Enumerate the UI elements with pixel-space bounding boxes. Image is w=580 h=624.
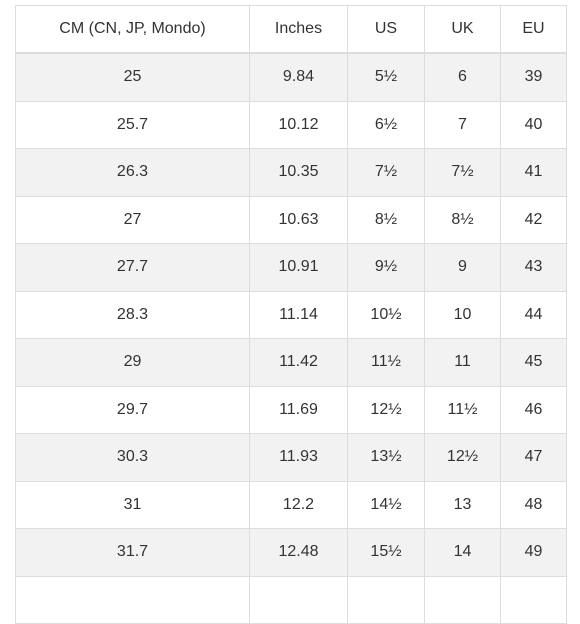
cell-us: 8½ [347, 195, 425, 244]
header-cm: CM (CN, JP, Mondo) [15, 5, 250, 54]
cell-uk: 11½ [424, 385, 501, 434]
cell-eu: 39 [500, 52, 567, 102]
header-inches: Inches [249, 5, 348, 54]
cell-us: 7½ [347, 148, 425, 197]
cell-cm: 27 [15, 195, 250, 244]
header-us: US [347, 5, 425, 54]
cell-uk: 6 [424, 52, 501, 102]
cell-inches: 10.12 [249, 100, 348, 149]
cell-us: 15½ [347, 528, 425, 577]
header-uk: UK [424, 5, 501, 54]
cell-cm [15, 575, 250, 624]
cell-inches [249, 575, 348, 624]
cell-uk: 10 [424, 290, 501, 339]
table-header: CM (CN, JP, Mondo) Inches US UK EU [15, 5, 567, 54]
table-body: 25 9.84 5½ 6 39 25.7 10.12 6½ 7 40 26.3 10.35 7½ 7½ 41… [15, 52, 567, 624]
cell-inches: 12.48 [249, 528, 348, 577]
table-row: 31.7 12.48 15½ 14 49 [15, 528, 567, 577]
cell-eu: 49 [500, 528, 567, 577]
table-row: 30.3 11.93 13½ 12½ 47 [15, 433, 567, 482]
cell-uk: 8½ [424, 195, 501, 244]
cell-us [347, 575, 425, 624]
table-row: 27 10.63 8½ 8½ 42 [15, 195, 567, 244]
size-conversion-table: CM (CN, JP, Mondo) Inches US UK EU 25 9.8… [15, 5, 567, 624]
cell-us: 6½ [347, 100, 425, 149]
cell-us: 13½ [347, 433, 425, 482]
cell-uk: 7 [424, 100, 501, 149]
cell-inches: 12.2 [249, 480, 348, 529]
cell-cm: 28.3 [15, 290, 250, 339]
cell-eu: 45 [500, 338, 567, 387]
cell-cm: 31.7 [15, 528, 250, 577]
cell-inches: 10.63 [249, 195, 348, 244]
size-conversion-table-container: CM (CN, JP, Mondo) Inches US UK EU 25 9.8… [15, 5, 567, 624]
table-row [15, 575, 567, 624]
cell-us: 11½ [347, 338, 425, 387]
cell-inches: 11.69 [249, 385, 348, 434]
cell-eu: 46 [500, 385, 567, 434]
cell-cm: 26.3 [15, 148, 250, 197]
cell-inches: 11.14 [249, 290, 348, 339]
cell-uk: 11 [424, 338, 501, 387]
cell-inches: 11.42 [249, 338, 348, 387]
cell-uk: 9 [424, 243, 501, 292]
cell-inches: 10.35 [249, 148, 348, 197]
cell-cm: 30.3 [15, 433, 250, 482]
table-row: 29.7 11.69 12½ 11½ 46 [15, 385, 567, 434]
cell-us: 10½ [347, 290, 425, 339]
cell-uk: 7½ [424, 148, 501, 197]
cell-eu: 40 [500, 100, 567, 149]
cell-inches: 9.84 [249, 52, 348, 102]
cell-uk [424, 575, 501, 624]
cell-uk: 12½ [424, 433, 501, 482]
table-row: 27.7 10.91 9½ 9 43 [15, 243, 567, 292]
header-eu: EU [500, 5, 567, 54]
cell-us: 9½ [347, 243, 425, 292]
table-row: 26.3 10.35 7½ 7½ 41 [15, 148, 567, 197]
cell-inches: 10.91 [249, 243, 348, 292]
cell-eu: 41 [500, 148, 567, 197]
cell-eu: 48 [500, 480, 567, 529]
cell-eu: 42 [500, 195, 567, 244]
cell-cm: 27.7 [15, 243, 250, 292]
cell-eu: 44 [500, 290, 567, 339]
table-row: 25.7 10.12 6½ 7 40 [15, 100, 567, 149]
table-row: 31 12.2 14½ 13 48 [15, 480, 567, 529]
cell-inches: 11.93 [249, 433, 348, 482]
cell-eu: 43 [500, 243, 567, 292]
cell-us: 12½ [347, 385, 425, 434]
cell-us: 14½ [347, 480, 425, 529]
header-row: CM (CN, JP, Mondo) Inches US UK EU [15, 5, 567, 54]
table-row: 25 9.84 5½ 6 39 [15, 52, 567, 102]
cell-cm: 31 [15, 480, 250, 529]
cell-cm: 25.7 [15, 100, 250, 149]
cell-uk: 14 [424, 528, 501, 577]
cell-eu [500, 575, 567, 624]
table-row: 28.3 11.14 10½ 10 44 [15, 290, 567, 339]
cell-uk: 13 [424, 480, 501, 529]
cell-cm: 29 [15, 338, 250, 387]
cell-cm: 25 [15, 52, 250, 102]
cell-eu: 47 [500, 433, 567, 482]
cell-cm: 29.7 [15, 385, 250, 434]
cell-us: 5½ [347, 52, 425, 102]
table-row: 29 11.42 11½ 11 45 [15, 338, 567, 387]
